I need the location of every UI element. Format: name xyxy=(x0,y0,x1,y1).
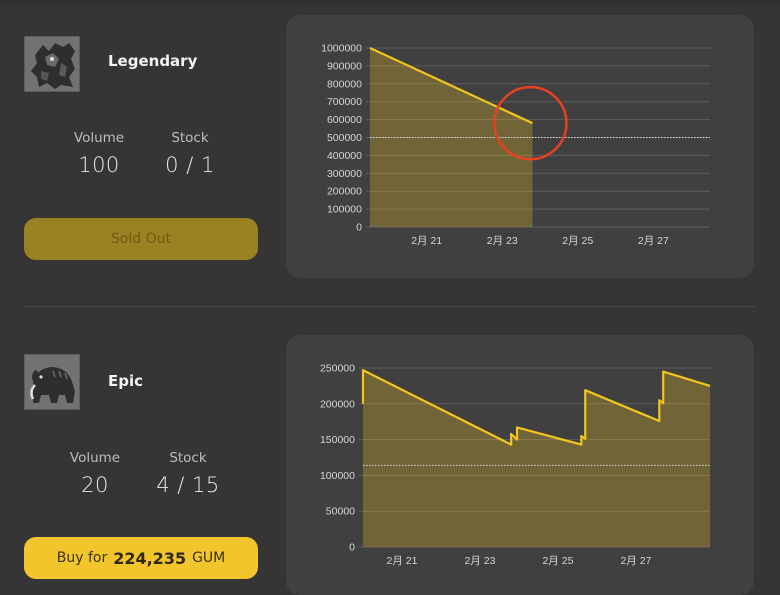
x-tick-label: 2月 27 xyxy=(638,235,669,247)
price-amount: 224,235 xyxy=(113,548,187,568)
rarity-title: Epic xyxy=(108,372,144,390)
price-chart: 0 50000 100000 150000 200000 250000 2月 21 2月 23… xyxy=(286,335,754,595)
y-tick-label: 400000 xyxy=(327,150,362,162)
stock-label: Stock xyxy=(169,450,207,466)
x-tick-label: 2月 23 xyxy=(464,555,495,567)
x-tick-label: 2月 23 xyxy=(487,235,518,247)
warrior-icon xyxy=(24,36,80,92)
price-chart: 0 100000 200000 300000 400000 500000 600000 700… xyxy=(286,15,754,278)
y-tick-label: 250000 xyxy=(320,363,355,375)
y-tick-label: 600000 xyxy=(327,114,362,126)
y-tick-label: 100000 xyxy=(327,204,362,216)
y-tick-label: 50000 xyxy=(326,506,355,518)
y-tick-label: 200000 xyxy=(327,186,362,198)
y-tick-label: 500000 xyxy=(327,132,362,144)
y-tick-label: 0 xyxy=(349,542,355,554)
x-tick-label: 2月 25 xyxy=(562,235,593,247)
volume-label: Volume xyxy=(73,130,125,146)
currency-label: GUM xyxy=(192,550,226,566)
volume-label: Volume xyxy=(69,450,121,466)
x-tick-label: 2月 25 xyxy=(542,555,573,567)
y-tick-label: 1000000 xyxy=(321,43,362,55)
y-tick-label: 150000 xyxy=(320,434,355,446)
x-tick-label: 2月 27 xyxy=(620,555,651,567)
y-tick-label: 800000 xyxy=(327,78,362,90)
x-tick-label: 2月 21 xyxy=(387,555,418,567)
top-border xyxy=(0,0,780,3)
y-tick-label: 700000 xyxy=(327,96,362,108)
stock-label: Stock xyxy=(171,130,209,146)
y-tick-label: 0 xyxy=(356,222,362,234)
mammoth-icon xyxy=(24,354,80,410)
x-tick-label: 2月 21 xyxy=(411,235,442,247)
listing-row-legendary: Legendary Volume 100 Stock 0 / 1 Sold Ou… xyxy=(24,15,754,278)
buy-button[interactable]: Buy for 224,235 GUM xyxy=(24,537,258,579)
buy-prefix: Buy for xyxy=(56,550,108,566)
chart-svg: 0 100000 200000 300000 400000 500000 600000 700… xyxy=(321,43,710,247)
y-tick-label: 100000 xyxy=(320,470,355,482)
sold-out-button: Sold Out xyxy=(24,218,258,260)
rarity-title: Legendary xyxy=(108,52,198,70)
sold-out-label: Sold Out xyxy=(110,231,172,247)
volume-value: 20 xyxy=(81,473,109,497)
stock-value: 0 / 1 xyxy=(165,153,215,177)
stock-value: 4 / 15 xyxy=(156,473,220,497)
chart-svg: 0 50000 100000 150000 200000 250000 2月 21 2月 23… xyxy=(320,363,711,567)
highlight-circle xyxy=(493,85,568,161)
listing-row-epic: Epic Volume 20 Stock 4 / 15 Buy for 224,… xyxy=(0,320,780,595)
y-tick-label: 300000 xyxy=(327,168,362,180)
series-line xyxy=(361,369,711,446)
y-tick-label: 200000 xyxy=(320,398,355,410)
volume-value: 100 xyxy=(78,153,120,177)
series-line xyxy=(369,47,533,125)
y-tick-label: 900000 xyxy=(327,60,362,72)
section-divider xyxy=(24,306,755,307)
